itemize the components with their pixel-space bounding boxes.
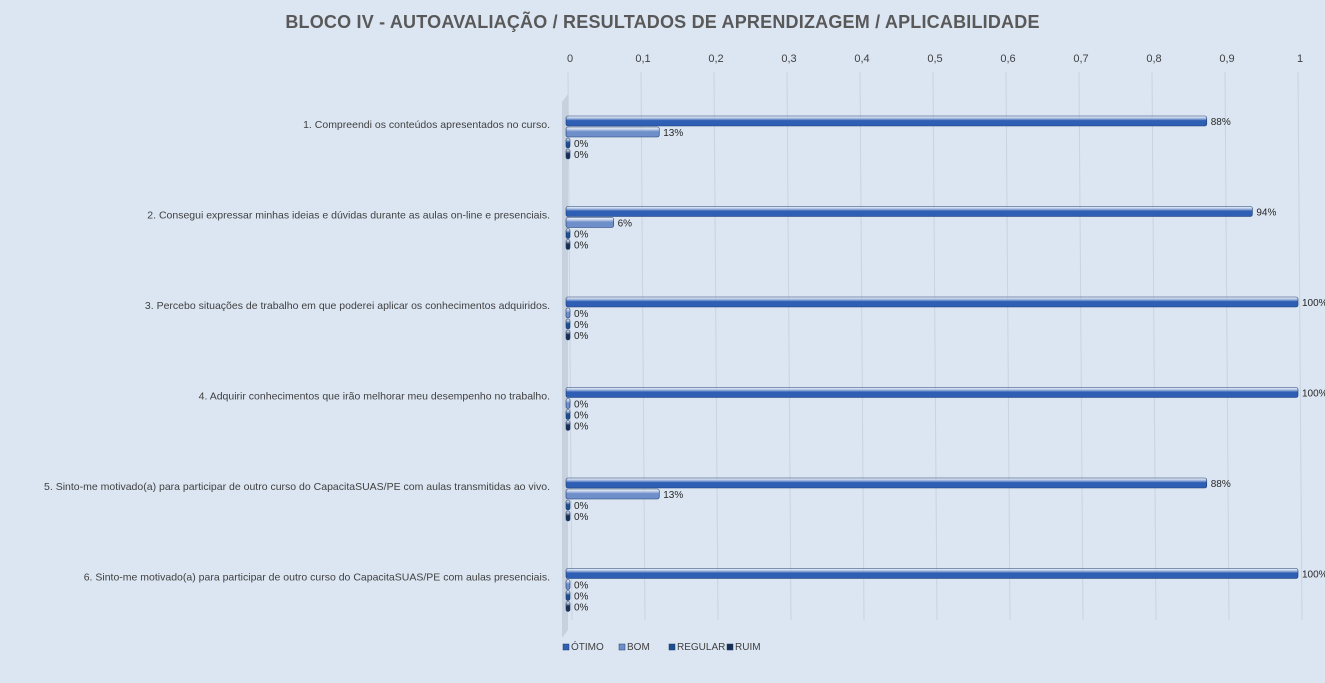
data-label: 100%	[1302, 298, 1325, 309]
data-label: 0%	[574, 592, 589, 603]
data-label: 0%	[574, 230, 589, 241]
bar	[565, 329, 571, 341]
data-label: 6%	[618, 219, 633, 230]
bar	[565, 601, 571, 612]
data-label: 88%	[1211, 479, 1231, 490]
bar	[565, 398, 571, 409]
bar	[565, 148, 571, 160]
legend-swatch	[562, 643, 570, 651]
data-label: 0%	[574, 241, 589, 252]
gridline	[1151, 71, 1157, 621]
bar	[565, 590, 571, 601]
x-tick-label: 0	[567, 53, 573, 65]
bar	[565, 239, 571, 250]
gridline	[1224, 71, 1230, 621]
bar	[565, 318, 571, 330]
x-tick-label: 0,6	[1000, 53, 1015, 65]
bar	[565, 579, 571, 590]
gridline	[859, 71, 865, 621]
category-label: 3. Percebo situações de trabalho em que …	[145, 300, 550, 312]
chart-title: BLOCO IV - AUTOAVALIAÇÃO / RESULTADOS DE…	[285, 12, 1040, 32]
data-label: 0%	[574, 309, 589, 320]
gridline	[932, 71, 938, 621]
category-label: 4. Adquirir conhecimentos que irão melho…	[199, 391, 550, 403]
legend-label: RUIM	[735, 642, 761, 653]
bar	[565, 477, 1208, 489]
gridline	[1297, 71, 1303, 621]
x-tick-label: 0,5	[927, 53, 942, 65]
bar	[565, 568, 1299, 579]
data-label: 100%	[1302, 570, 1325, 581]
gridline	[1005, 71, 1011, 621]
bar	[565, 137, 571, 149]
bar	[565, 420, 571, 431]
x-tick-label: 0,9	[1219, 53, 1234, 65]
data-label: 0%	[574, 512, 589, 523]
data-label: 0%	[574, 581, 589, 592]
data-label: 0%	[574, 320, 589, 331]
bar	[565, 307, 571, 319]
x-tick-label: 0,7	[1073, 53, 1088, 65]
category-label: 6. Sinto-me motivado(a) para participar …	[84, 572, 550, 584]
x-tick-label: 0,3	[781, 53, 796, 65]
category-label: 5. Sinto-me motivado(a) para participar …	[44, 481, 550, 493]
data-label: 88%	[1211, 117, 1231, 128]
bar	[565, 409, 571, 420]
bar	[565, 115, 1208, 127]
bar	[565, 510, 571, 522]
bar	[565, 228, 571, 239]
category-label: 2. Consegui expressar minhas ideias e dú…	[147, 210, 550, 222]
data-label: 0%	[574, 411, 589, 422]
bar	[565, 126, 660, 138]
legend-label: BOM	[627, 642, 650, 653]
legend-label: REGULAR	[677, 642, 725, 653]
bar	[565, 206, 1253, 217]
bar	[565, 217, 614, 228]
gridline	[1078, 71, 1084, 621]
gridline	[786, 71, 792, 621]
data-label: 0%	[574, 501, 589, 512]
legend-swatch	[618, 643, 626, 651]
x-tick-label: 0,4	[854, 53, 869, 65]
gridline	[567, 71, 573, 621]
x-tick-label: 0,8	[1146, 53, 1161, 65]
bar	[565, 499, 571, 511]
bar	[565, 488, 660, 500]
data-label: 0%	[574, 400, 589, 411]
gridline	[713, 71, 719, 621]
x-tick-label: 0,1	[635, 53, 650, 65]
x-tick-label: 1	[1297, 53, 1303, 65]
data-label: 0%	[574, 150, 589, 161]
data-label: 13%	[663, 128, 683, 139]
data-label: 100%	[1302, 389, 1325, 400]
data-label: 0%	[574, 331, 589, 342]
legend-label: ÓTIMO	[571, 640, 604, 653]
bar	[565, 387, 1299, 398]
data-label: 0%	[574, 139, 589, 150]
legend-swatch	[668, 643, 676, 651]
category-label: 1. Compreendi os conteúdos apresentados …	[303, 119, 550, 131]
x-tick-label: 0,2	[708, 53, 723, 65]
gridline	[640, 71, 646, 621]
axis-wall	[562, 94, 568, 638]
bar	[565, 296, 1299, 308]
data-label: 0%	[574, 422, 589, 433]
data-label: 13%	[663, 490, 683, 501]
data-label: 94%	[1256, 208, 1276, 219]
data-label: 0%	[574, 603, 589, 614]
legend-swatch	[726, 643, 734, 651]
